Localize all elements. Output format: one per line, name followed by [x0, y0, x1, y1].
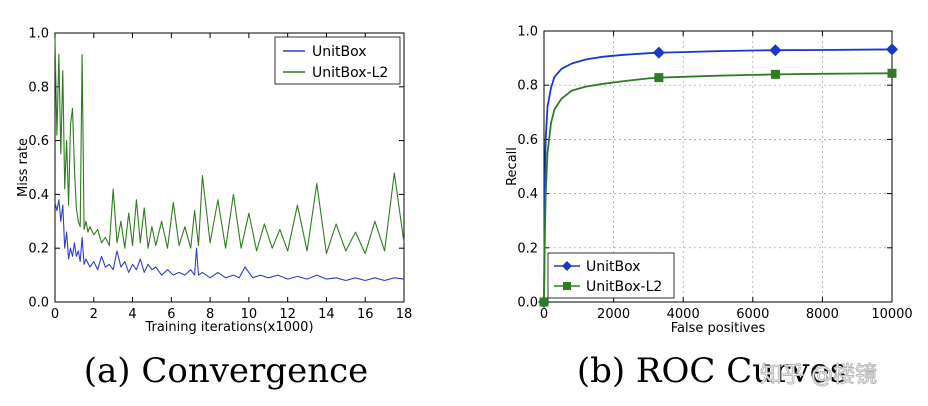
- y-tick-label: 0.4: [517, 187, 538, 202]
- legend-marker-diamond: [562, 261, 572, 271]
- y-tick-label: 0.2: [517, 241, 538, 256]
- data-point-square: [539, 297, 549, 307]
- data-point-diamond: [652, 46, 665, 59]
- x-tick-label: 14: [318, 307, 335, 322]
- y-tick-label: 0.2: [28, 242, 49, 257]
- data-point-square: [654, 73, 664, 83]
- x-tick-label: 4: [128, 307, 136, 322]
- x-tick-label: 0: [51, 307, 59, 322]
- caption-b: (b) ROC Curves: [577, 351, 847, 391]
- data-point-square: [887, 68, 897, 78]
- axis-ticks: 0 2 4 6 8 10 12 14 16 18 0.0 0.2 0.4 0.6 0.8 1.0: [28, 27, 412, 323]
- x-axis-label: Training iterations(x1000): [144, 320, 313, 335]
- x-tick-label: 0: [540, 307, 548, 322]
- x-tick-label: 8000: [806, 307, 839, 322]
- series-line-unitbox: [54, 199, 405, 282]
- y-tick-label: 0.8: [517, 79, 538, 94]
- x-axis-label: False positives: [671, 321, 766, 336]
- legend-box: [547, 252, 675, 299]
- y-axis-label: Recall: [505, 147, 520, 186]
- x-tick-label: 2: [90, 307, 98, 322]
- x-tick-label: 18: [396, 307, 413, 322]
- legend-label-unitbox: UnitBox: [312, 44, 367, 60]
- x-tick-label: 6000: [736, 307, 769, 322]
- x-tick-label: 16: [357, 307, 374, 322]
- y-tick-label: 0.0: [28, 296, 49, 311]
- x-tick-label: 2000: [597, 307, 630, 322]
- data-point-square: [770, 69, 780, 79]
- axis-ticks: 0 2000 4000 6000 8000 10000 0.0 0.2 0.4 0.6 0.8 1.0: [517, 25, 912, 323]
- series-lines: [54, 38, 405, 282]
- data-point-diamond: [886, 43, 898, 56]
- legend: UnitBox UnitBox-L2: [274, 36, 401, 85]
- caption-a: (a) Convergence: [84, 351, 369, 391]
- x-tick-label: 10000: [871, 307, 912, 322]
- convergence-chart: 0 2 4 6 8 10 12 14 16 18 0.0 0.2 0.4 0.6 0.8 1.0 Traini…: [16, 27, 412, 392]
- x-tick-label: 8: [206, 307, 214, 322]
- watermark: 知乎 @楼镜: [760, 363, 877, 388]
- y-tick-label: 0.6: [517, 133, 538, 148]
- y-tick-label: 0.8: [28, 80, 49, 95]
- legend-marker-square: [563, 282, 571, 290]
- roc-chart: 0 2000 4000 6000 8000 10000 0.0 0.2 0.4 0.6 0.8 1.0…: [505, 25, 913, 392]
- y-tick-label: 1.0: [517, 25, 538, 40]
- y-tick-label: 0.6: [28, 134, 49, 149]
- y-tick-label: 0.4: [28, 188, 49, 203]
- series-line-unitbox-l2: [54, 38, 405, 255]
- data-point-diamond: [769, 44, 782, 57]
- y-tick-label: 0.0: [517, 296, 538, 311]
- legend: UnitBox UnitBox-L2: [547, 252, 675, 299]
- legend-label-unitbox-l2: UnitBox-L2: [586, 279, 662, 295]
- legend-box: [274, 36, 401, 85]
- y-axis-label: Miss rate: [16, 138, 31, 197]
- legend-label-unitbox: UnitBox: [586, 259, 641, 275]
- x-tick-label: 12: [279, 307, 296, 322]
- y-tick-label: 1.0: [28, 27, 49, 42]
- series-lines: [538, 43, 898, 308]
- x-tick-label: 10: [241, 307, 258, 322]
- legend-label-unitbox-l2: UnitBox-L2: [312, 65, 388, 81]
- x-tick-label: 6: [167, 307, 175, 322]
- x-tick-label: 4000: [667, 307, 700, 322]
